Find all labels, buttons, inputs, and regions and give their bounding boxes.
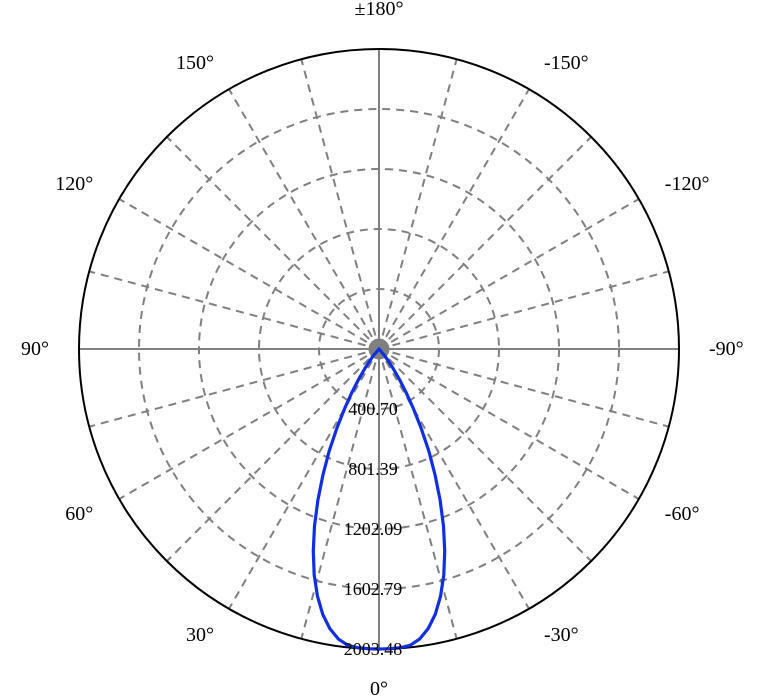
angle-label: -90°	[709, 338, 744, 360]
angle-label: -150°	[544, 52, 589, 74]
ring-label: 2003.48	[344, 639, 403, 659]
angle-label: 60°	[65, 503, 93, 525]
polar-chart: 400.70 801.39 1202.09 1602.79 2003.48 0° 30° 60…	[0, 0, 758, 699]
angle-label: -120°	[665, 173, 710, 195]
angle-label: 0°	[370, 678, 388, 699]
angle-label: 90°	[21, 338, 49, 360]
angle-label: -60°	[665, 503, 700, 525]
ring-label: 1602.79	[344, 579, 403, 599]
ring-label: 801.39	[348, 459, 398, 479]
angle-label: 30°	[186, 624, 214, 646]
ring-label: 400.70	[348, 399, 398, 419]
angle-label: 150°	[176, 52, 214, 74]
angle-label: 120°	[55, 173, 93, 195]
angle-label: ±180°	[355, 0, 404, 20]
angle-label: -30°	[544, 624, 579, 646]
ring-label: 1202.09	[344, 519, 403, 539]
